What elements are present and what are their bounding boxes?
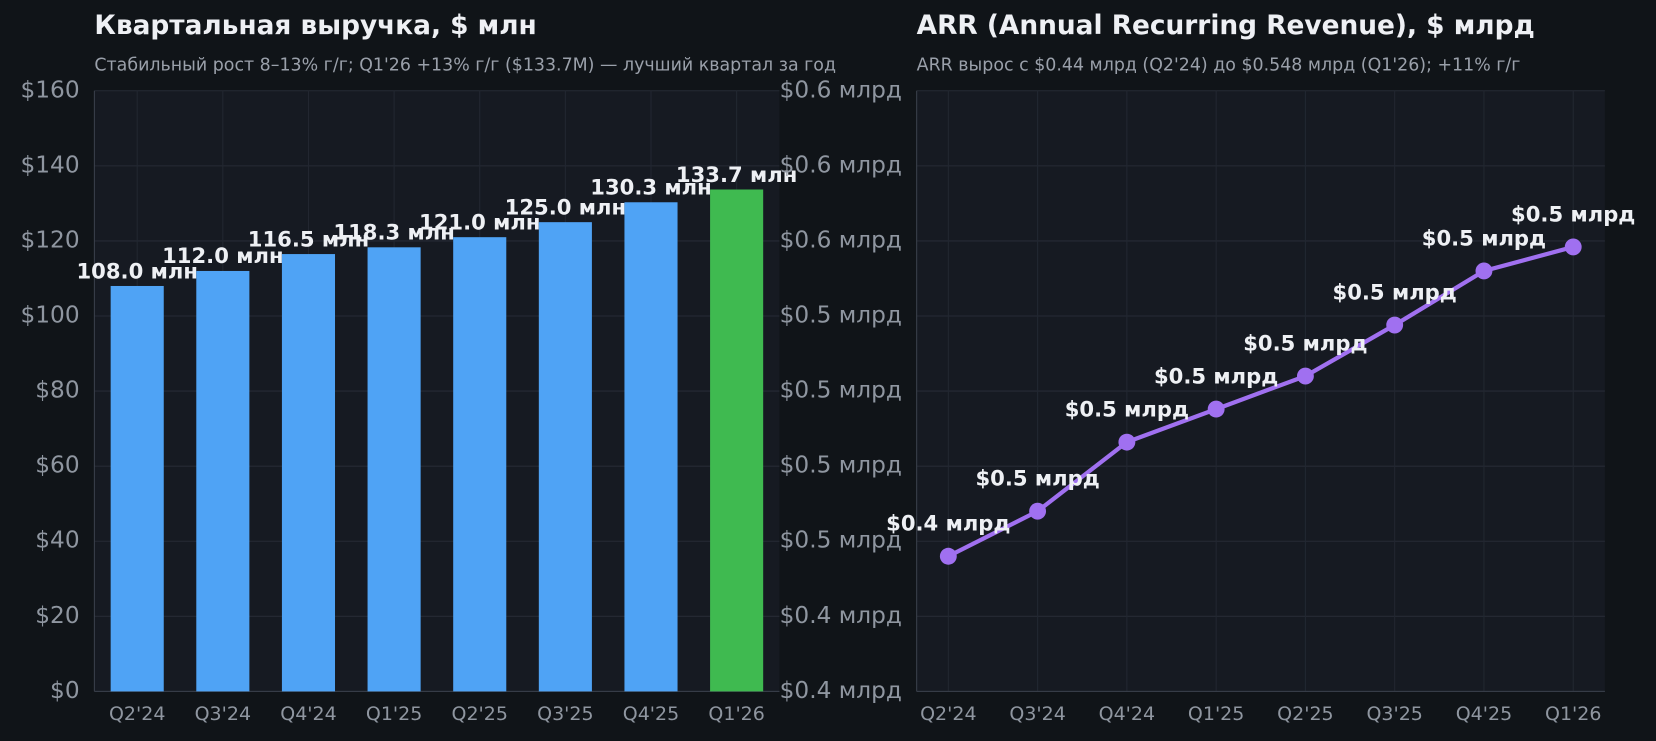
y-tick-label: $0.6 млрд xyxy=(780,226,902,253)
x-tick-label: Q3'25 xyxy=(1366,703,1422,725)
data-label: $0.5 млрд xyxy=(975,466,1099,491)
point xyxy=(1207,400,1225,418)
bar xyxy=(538,222,592,692)
x-tick-label: Q4'25 xyxy=(623,703,679,725)
data-label: 133.7 млн xyxy=(676,162,797,187)
data-label: 112.0 млн xyxy=(162,243,283,268)
x-tick-label: Q2'25 xyxy=(452,703,508,725)
y-tick-label: $0.5 млрд xyxy=(780,377,902,404)
bar xyxy=(453,237,507,692)
bar xyxy=(196,270,250,692)
y-tick-label: $60 xyxy=(35,452,79,479)
x-tick-label: Q2'24 xyxy=(109,703,165,725)
line xyxy=(947,244,1574,559)
point xyxy=(1386,316,1404,334)
x-tick-label: Q3'24 xyxy=(195,703,251,725)
bar xyxy=(110,285,164,692)
data-label: $0.5 млрд xyxy=(1422,225,1546,250)
x-tick-label: Q1'25 xyxy=(366,703,422,725)
data-label: $0.4 млрд xyxy=(886,511,1010,536)
y-tick-label: $0.6 млрд xyxy=(780,76,902,103)
point xyxy=(1296,367,1314,385)
y-tick-label: $140 xyxy=(21,151,80,178)
y-tick-label: $0.4 млрд xyxy=(780,602,902,629)
bar xyxy=(710,189,764,692)
data-label: 121.0 млн xyxy=(419,209,540,234)
y-tick-label: $0.5 млрд xyxy=(780,527,902,554)
y-tick-label: $40 xyxy=(35,527,79,554)
x-tick-label: Q2'25 xyxy=(1277,703,1333,725)
y-tick-label: $160 xyxy=(21,76,80,103)
point xyxy=(1118,433,1136,451)
y-tick-label: $0.5 млрд xyxy=(780,452,902,479)
data-label: $0.5 млрд xyxy=(1154,363,1278,388)
data-label: 118.3 млн xyxy=(333,220,454,245)
data-label: $0.5 млрд xyxy=(1333,279,1457,304)
y-tick-label: $100 xyxy=(21,302,80,329)
x-tick-label: Q1'25 xyxy=(1188,703,1244,725)
x-tick-label: Q3'25 xyxy=(537,703,593,725)
chart-title: Квартальная выручка, $ млн xyxy=(94,11,536,41)
chart-title: ARR (Annual Recurring Revenue), $ млрд xyxy=(917,11,1535,41)
x-tick-label: Q1'26 xyxy=(708,703,764,725)
y-tick-label: $0.6 млрд xyxy=(780,151,902,178)
data-label: $0.5 млрд xyxy=(1243,330,1367,355)
chart-subtitle: Стабильный рост 8–13% г/г; Q1'26 +13% г/… xyxy=(94,55,836,75)
y-tick-label: $0 xyxy=(50,677,80,704)
data-label: $0.5 млрд xyxy=(1065,396,1189,421)
data-label: 125.0 млн xyxy=(505,194,626,219)
point xyxy=(1475,262,1493,280)
chart-subtitle: ARR вырос с $0.44 млрд (Q2'24) до $0.548… xyxy=(917,55,1521,75)
y-tick-label: $120 xyxy=(21,226,80,253)
y-tick-label: $0.4 млрд xyxy=(780,677,902,704)
x-tick-label: Q4'25 xyxy=(1456,703,1512,725)
y-tick-label: $80 xyxy=(35,377,79,404)
x-tick-label: Q4'24 xyxy=(280,703,336,725)
data-label: 108.0 млн xyxy=(76,258,197,283)
x-tick-label: Q4'24 xyxy=(1099,703,1155,725)
point xyxy=(1564,238,1582,256)
data-label: $0.5 млрд xyxy=(1511,201,1635,226)
data-label: 130.3 млн xyxy=(590,175,711,200)
data-label: 116.5 млн xyxy=(248,226,369,251)
bar xyxy=(624,202,678,692)
y-tick-label: $0.5 млрд xyxy=(780,302,902,329)
x-tick-label: Q2'24 xyxy=(920,703,976,725)
bar xyxy=(281,254,336,692)
bar xyxy=(367,247,421,692)
point xyxy=(1029,502,1047,520)
point xyxy=(939,547,957,565)
y-tick-label: $20 xyxy=(35,602,79,629)
x-tick-label: Q1'26 xyxy=(1545,703,1601,725)
x-tick-label: Q3'24 xyxy=(1009,703,1065,725)
